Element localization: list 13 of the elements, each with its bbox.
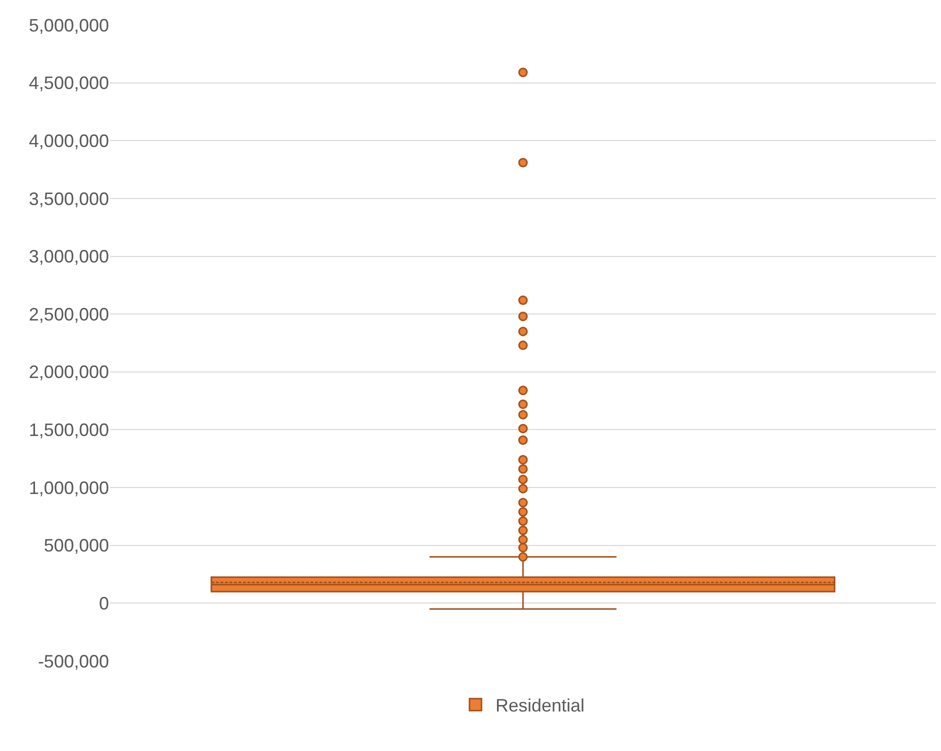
- y-tick-label: 2,000,000: [28, 362, 109, 382]
- y-tick-label: 0: [98, 593, 109, 614]
- y-tick-label: 3,500,000: [28, 188, 109, 209]
- y-tick-label: 500,000: [44, 536, 109, 556]
- y-tick-label: 3,000,000: [28, 246, 109, 267]
- y-tick-label: 2,500,000: [28, 304, 109, 324]
- legend-label: Residential: [496, 696, 585, 716]
- y-tick-label: 4,000,000: [28, 130, 109, 151]
- y-tick-label: 5,000,000: [28, 15, 109, 36]
- y-tick-label: 1,000,000: [28, 478, 109, 498]
- y-tick-label: 1,500,000: [28, 420, 109, 440]
- y-tick-label: 4,500,000: [28, 73, 109, 94]
- y-tick-label: -500,000: [38, 651, 109, 672]
